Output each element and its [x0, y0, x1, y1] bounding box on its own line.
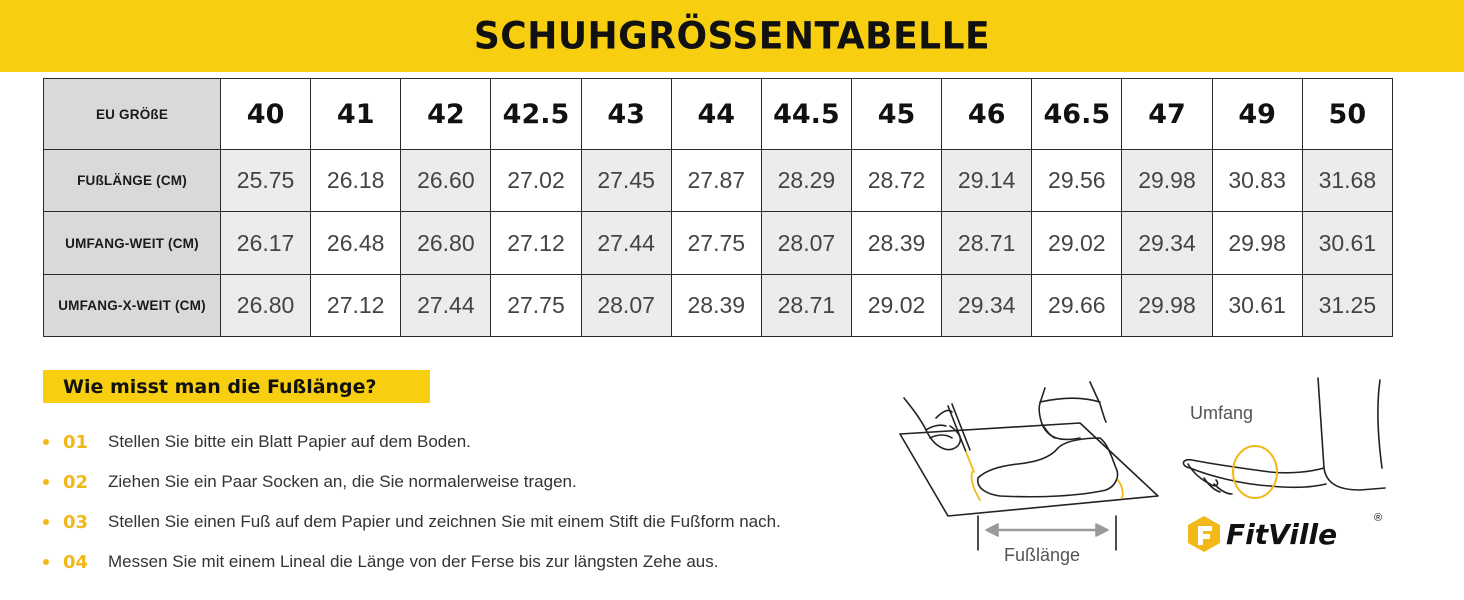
- value-cell: 30.61: [1211, 273, 1303, 338]
- table-row: UMFANG-WEIT (CM) 26.17 26.48 26.80 27.12…: [43, 211, 1394, 275]
- value-cell: 28.39: [850, 211, 943, 275]
- value-cell: 27.75: [670, 211, 762, 275]
- value-cell: 26.17: [219, 211, 312, 275]
- value-cell: 30.61: [1301, 211, 1394, 275]
- step-text: Stellen Sie einen Fuß auf dem Papier und…: [108, 512, 781, 531]
- list-item: 03 Stellen Sie einen Fuß auf dem Papier …: [43, 502, 781, 542]
- value-cell: 28.71: [760, 273, 852, 338]
- value-cell: 26.80: [219, 273, 312, 338]
- value-cell: 29.14: [941, 149, 1033, 213]
- value-cell: 27.75: [490, 273, 582, 338]
- size-cell: 50: [1301, 77, 1394, 151]
- size-cell: 44.5: [760, 77, 852, 151]
- value-cell: 31.25: [1301, 273, 1394, 338]
- value-cell: 28.29: [760, 149, 852, 213]
- value-cell: 26.18: [310, 149, 402, 213]
- size-cell: 42: [400, 77, 492, 151]
- value-cell: 29.98: [1121, 149, 1213, 213]
- size-table: EU GRÖßE 40 41 42 42.5 43 44 44.5 45 46 …: [43, 77, 1394, 338]
- value-cell: 29.02: [1031, 211, 1123, 275]
- logo-text: FitVille: [1226, 517, 1338, 551]
- fitville-hexagon-icon: [1188, 516, 1220, 552]
- size-cell: 46: [941, 77, 1033, 151]
- value-cell: 29.34: [1121, 211, 1213, 275]
- size-cell: 44: [670, 77, 762, 151]
- value-cell: 30.83: [1211, 149, 1303, 213]
- page-title: SCHUHGRÖSSENTABELLE: [473, 14, 991, 58]
- how-to-title: Wie misst man die Fußlänge?: [43, 370, 430, 403]
- list-item: 01 Stellen Sie bitte ein Blatt Papier au…: [43, 422, 781, 462]
- umfang-label: Umfang: [1190, 403, 1254, 423]
- foot-icon: [976, 437, 1119, 498]
- fusslaenge-label: Fußlänge: [1004, 545, 1081, 565]
- value-cell: 28.72: [850, 149, 943, 213]
- value-cell: 29.34: [941, 273, 1033, 338]
- value-cell: 28.07: [580, 273, 672, 338]
- step-text: Messen Sie mit einem Lineal die Länge vo…: [108, 552, 719, 571]
- list-item: 04 Messen Sie mit einem Lineal die Länge…: [43, 542, 781, 582]
- value-cell: 27.45: [580, 149, 672, 213]
- steps-list: 01 Stellen Sie bitte ein Blatt Papier au…: [43, 422, 781, 582]
- value-cell: 27.44: [400, 273, 492, 338]
- bullet-dot-icon: [43, 479, 49, 485]
- step-number: 01: [63, 431, 89, 453]
- value-cell: 29.98: [1121, 273, 1213, 338]
- value-cell: 29.02: [850, 273, 943, 338]
- bullet-dot-icon: [43, 559, 49, 565]
- value-cell: 26.80: [400, 211, 492, 275]
- step-text: Stellen Sie bitte ein Blatt Papier auf d…: [108, 432, 471, 451]
- side-foot-icon: [1182, 377, 1386, 495]
- foot-measure-illustration: [899, 377, 1386, 551]
- circumference-loop-icon: [1232, 445, 1278, 499]
- value-cell: 29.66: [1031, 273, 1123, 338]
- list-item: 02 Ziehen Sie ein Paar Socken an, die Si…: [43, 462, 781, 502]
- step-number: 03: [63, 511, 89, 533]
- step-text: Ziehen Sie ein Paar Socken an, die Sie n…: [108, 472, 577, 491]
- row-label: UMFANG-X-WEIT (CM): [43, 273, 221, 338]
- size-cell: 46.5: [1031, 77, 1123, 151]
- size-cell: 49: [1211, 77, 1303, 151]
- size-cell: 42.5: [490, 77, 582, 151]
- value-cell: 31.68: [1301, 149, 1394, 213]
- value-cell: 27.12: [490, 211, 582, 275]
- bullet-dot-icon: [43, 439, 49, 445]
- value-cell: 29.98: [1211, 211, 1303, 275]
- value-cell: 27.12: [310, 273, 402, 338]
- size-cell: 40: [219, 77, 312, 151]
- table-row: FUßLÄNGE (CM) 25.75 26.18 26.60 27.02 27…: [43, 149, 1394, 213]
- registered-mark: ®: [1374, 512, 1383, 524]
- value-cell: 28.71: [941, 211, 1033, 275]
- step-number: 04: [63, 551, 89, 573]
- size-cell: 47: [1121, 77, 1213, 151]
- table-row: UMFANG-X-WEIT (CM) 26.80 27.12 27.44 27.…: [43, 273, 1394, 338]
- size-cell: 43: [580, 77, 672, 151]
- value-cell: 27.44: [580, 211, 672, 275]
- table-header-row: EU GRÖßE 40 41 42 42.5 43 44 44.5 45 46 …: [43, 77, 1394, 151]
- value-cell: 26.48: [310, 211, 402, 275]
- size-cell: 45: [850, 77, 943, 151]
- value-cell: 27.02: [490, 149, 582, 213]
- pen-icon: [947, 405, 967, 453]
- step-number: 02: [63, 471, 89, 493]
- row-label: UMFANG-WEIT (CM): [43, 211, 221, 275]
- value-cell: 26.60: [400, 149, 492, 213]
- fitville-logo: FitVille ®: [1186, 512, 1382, 554]
- size-cell: 41: [310, 77, 402, 151]
- row-label: FUßLÄNGE (CM): [43, 149, 221, 213]
- value-cell: 27.87: [670, 149, 762, 213]
- header-label: EU GRÖßE: [43, 77, 221, 151]
- value-cell: 25.75: [219, 149, 312, 213]
- value-cell: 28.39: [670, 273, 762, 338]
- paper-sheet-icon: [899, 422, 1159, 517]
- bullet-dot-icon: [43, 519, 49, 525]
- title-banner: SCHUHGRÖSSENTABELLE: [0, 0, 1464, 72]
- value-cell: 28.07: [760, 211, 852, 275]
- value-cell: 29.56: [1031, 149, 1123, 213]
